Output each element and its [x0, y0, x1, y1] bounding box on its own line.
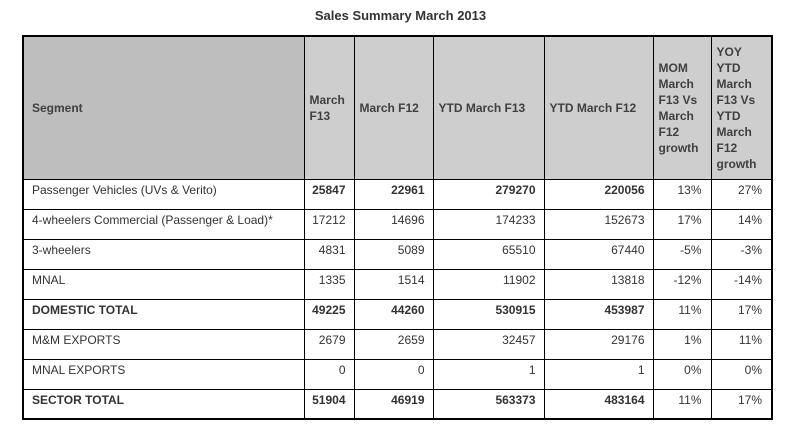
table-row-mnal: MNAL 1335 1514 11902 13818 -12% -14% [22, 268, 773, 300]
yoy-growth-value: 14% [710, 208, 773, 240]
march-f12-value: 22961 [353, 178, 434, 210]
mom-growth-value: 1% [652, 328, 712, 360]
sales-summary-table: Segment March F13 March F12 YTD March F1… [22, 35, 773, 420]
yoy-growth-value: 0% [710, 358, 773, 390]
column-header-ytd-march-f12: YTD March F12 [543, 35, 654, 180]
column-header-march-f13: March F13 [303, 35, 355, 180]
yoy-growth-value: 17% [710, 388, 773, 420]
ytd-f12-value: 1 [543, 358, 654, 390]
mom-growth-value: 11% [652, 298, 712, 330]
march-f13-value: 51904 [303, 388, 355, 420]
mom-growth-value: -5% [652, 238, 712, 270]
march-f12-value: 1514 [353, 268, 434, 300]
ytd-f12-value: 67440 [543, 238, 654, 270]
ytd-f13-value: 530915 [432, 298, 545, 330]
table-row-3-wheelers: 3-wheelers 4831 5089 65510 67440 -5% -3% [22, 238, 773, 270]
march-f12-value: 46919 [353, 388, 434, 420]
ytd-f13-value: 279270 [432, 178, 545, 210]
table-row-domestic-total: DOMESTIC TOTAL 49225 44260 530915 453987… [22, 298, 773, 330]
segment-label: Passenger Vehicles (UVs & Verito) [22, 178, 305, 210]
segment-label: M&M EXPORTS [22, 328, 305, 360]
ytd-f13-value: 65510 [432, 238, 545, 270]
table-row-mnal-exports: MNAL EXPORTS 0 0 1 1 0% 0% [22, 358, 773, 390]
segment-label: MNAL EXPORTS [22, 358, 305, 390]
ytd-f12-value: 453987 [543, 298, 654, 330]
ytd-f13-value: 11902 [432, 268, 545, 300]
ytd-f12-value: 29176 [543, 328, 654, 360]
mom-growth-value: -12% [652, 268, 712, 300]
yoy-growth-value: -14% [710, 268, 773, 300]
ytd-f13-value: 174233 [432, 208, 545, 240]
ytd-f12-value: 152673 [543, 208, 654, 240]
march-f12-value: 14696 [353, 208, 434, 240]
yoy-growth-value: -3% [710, 238, 773, 270]
table-row-4-wheelers-commercial: 4-wheelers Commercial (Passenger & Load)… [22, 208, 773, 240]
segment-label: 4-wheelers Commercial (Passenger & Load)… [22, 208, 305, 240]
ytd-f12-value: 220056 [543, 178, 654, 210]
mom-growth-value: 0% [652, 358, 712, 390]
column-header-yoy-growth: YOY YTD March F13 Vs YTD March F12 growt… [710, 35, 773, 180]
march-f12-value: 2659 [353, 328, 434, 360]
march-f12-value: 0 [353, 358, 434, 390]
march-f13-value: 1335 [303, 268, 355, 300]
column-header-segment: Segment [22, 35, 305, 180]
column-header-ytd-march-f13: YTD March F13 [432, 35, 545, 180]
march-f13-value: 49225 [303, 298, 355, 330]
table-row-mm-exports: M&M EXPORTS 2679 2659 32457 29176 1% 11% [22, 328, 773, 360]
table-row-passenger-vehicles: Passenger Vehicles (UVs & Verito) 25847 … [22, 178, 773, 210]
mom-growth-value: 11% [652, 388, 712, 420]
table-row-sector-total: SECTOR TOTAL 51904 46919 563373 483164 1… [22, 388, 773, 420]
yoy-growth-value: 27% [710, 178, 773, 210]
column-header-mom-growth: MOM March F13 Vs March F12 growth [652, 35, 712, 180]
segment-label: SECTOR TOTAL [22, 388, 305, 420]
column-header-march-f12: March F12 [353, 35, 434, 180]
ytd-f13-value: 1 [432, 358, 545, 390]
march-f13-value: 2679 [303, 328, 355, 360]
segment-label: MNAL [22, 268, 305, 300]
ytd-f13-value: 563373 [432, 388, 545, 420]
yoy-growth-value: 11% [710, 328, 773, 360]
yoy-growth-value: 17% [710, 298, 773, 330]
ytd-f13-value: 32457 [432, 328, 545, 360]
march-f13-value: 0 [303, 358, 355, 390]
mom-growth-value: 13% [652, 178, 712, 210]
march-f13-value: 17212 [303, 208, 355, 240]
page-title: Sales Summary March 2013 [314, 8, 487, 23]
header-row: Segment March F13 March F12 YTD March F1… [22, 35, 773, 180]
march-f13-value: 4831 [303, 238, 355, 270]
ytd-f12-value: 13818 [543, 268, 654, 300]
march-f12-value: 5089 [353, 238, 434, 270]
segment-label: 3-wheelers [22, 238, 305, 270]
march-f12-value: 44260 [353, 298, 434, 330]
ytd-f12-value: 483164 [543, 388, 654, 420]
mom-growth-value: 17% [652, 208, 712, 240]
march-f13-value: 25847 [303, 178, 355, 210]
segment-label: DOMESTIC TOTAL [22, 298, 305, 330]
